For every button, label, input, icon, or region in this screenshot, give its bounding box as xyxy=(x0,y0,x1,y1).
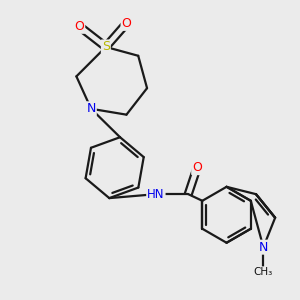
Text: N: N xyxy=(259,241,268,254)
Text: O: O xyxy=(192,161,202,174)
Text: O: O xyxy=(122,17,131,30)
Text: S: S xyxy=(102,40,110,53)
Text: CH₃: CH₃ xyxy=(254,267,273,277)
Text: O: O xyxy=(74,20,84,33)
Text: N: N xyxy=(86,102,96,115)
Text: HN: HN xyxy=(147,188,165,201)
